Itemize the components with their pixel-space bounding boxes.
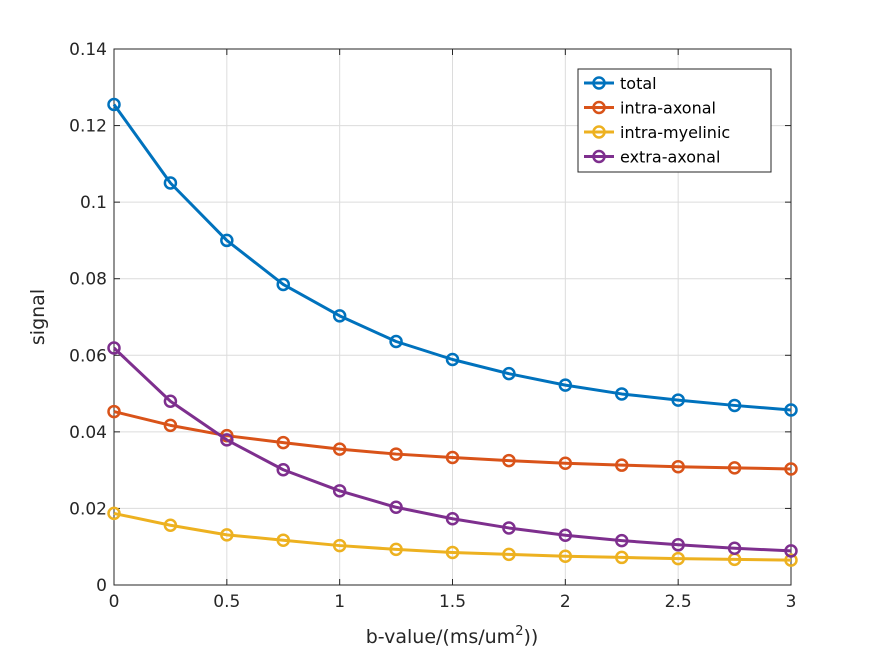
data-point-total bbox=[502, 366, 516, 381]
series-line-intra-myelinic bbox=[113, 511, 792, 562]
data-point-extra-axonal bbox=[502, 521, 516, 535]
y-tick-label: 0 bbox=[96, 576, 107, 596]
data-point-total bbox=[389, 334, 403, 349]
data-point-total bbox=[163, 176, 178, 190]
data-point-total bbox=[615, 387, 629, 401]
data-point-extra-axonal bbox=[389, 500, 403, 515]
data-point-total bbox=[276, 277, 290, 292]
data-point-intra-myelinic bbox=[332, 538, 347, 553]
series-intra-myelinic bbox=[107, 506, 798, 567]
data-point-intra-axonal bbox=[445, 450, 460, 465]
data-point-intra-axonal bbox=[784, 462, 798, 476]
series-line-intra-axonal bbox=[113, 410, 792, 471]
x-tick-label: 2.5 bbox=[665, 592, 692, 612]
data-point-extra-axonal bbox=[276, 463, 290, 477]
data-point-intra-axonal bbox=[727, 461, 742, 475]
data-point-total bbox=[332, 309, 347, 323]
data-point-intra-myelinic bbox=[107, 506, 121, 521]
legend-box bbox=[577, 68, 772, 173]
data-point-intra-axonal bbox=[671, 459, 685, 474]
legend: total intra-axonal intra-myelinic extra-axo… bbox=[577, 68, 772, 173]
data-point-extra-axonal bbox=[445, 512, 460, 526]
data-point-intra-axonal bbox=[502, 453, 516, 468]
x-tick-label: 1 bbox=[334, 592, 345, 612]
data-point-extra-axonal bbox=[163, 394, 178, 408]
data-point-total bbox=[727, 398, 742, 413]
legend-item-intra-myelinic: intra-myelinic bbox=[584, 123, 730, 142]
data-point-total bbox=[784, 403, 798, 417]
data-point-extra-axonal bbox=[558, 528, 573, 542]
series-total bbox=[107, 97, 798, 417]
data-point-extra-axonal bbox=[615, 533, 629, 548]
legend-swatch-marker bbox=[592, 76, 606, 90]
y-tick-label: 0.12 bbox=[69, 117, 107, 137]
data-point-total bbox=[220, 233, 234, 248]
x-tick-label: 0.5 bbox=[213, 592, 240, 612]
y-tick-label: 0.14 bbox=[69, 40, 107, 60]
legend-label: total bbox=[620, 74, 657, 93]
legend-label: intra-axonal bbox=[620, 99, 716, 118]
series-line-extra-axonal bbox=[112, 346, 792, 553]
x-tick-label: 1.5 bbox=[439, 592, 466, 612]
legend-swatch-marker bbox=[592, 100, 606, 115]
data-point-intra-myelinic bbox=[615, 550, 629, 565]
x-axis-label-main: b-value/(ms/um bbox=[366, 626, 515, 648]
legend-item-intra-axonal: intra-axonal bbox=[584, 99, 716, 118]
y-tick-label: 0.06 bbox=[69, 346, 107, 366]
x-axis-label: b-value/(ms/um2)) bbox=[366, 624, 539, 648]
x-axis-label-tail: )) bbox=[523, 626, 538, 648]
y-tick-label: 0.1 bbox=[80, 193, 107, 213]
data-point-intra-myelinic bbox=[671, 551, 685, 566]
series-line-total bbox=[112, 103, 792, 412]
data-point-intra-myelinic bbox=[276, 533, 290, 547]
data-point-extra-axonal bbox=[107, 341, 121, 355]
y-tick-label: 0.08 bbox=[69, 270, 107, 290]
data-point-total bbox=[671, 393, 685, 407]
data-point-intra-myelinic bbox=[445, 545, 460, 560]
series-group bbox=[107, 97, 798, 567]
legend-label: extra-axonal bbox=[620, 148, 720, 167]
data-point-intra-axonal bbox=[389, 447, 403, 461]
data-point-total bbox=[445, 352, 460, 367]
data-point-extra-axonal bbox=[671, 538, 685, 552]
y-tick-label: 0.04 bbox=[69, 423, 107, 443]
data-point-intra-myelinic bbox=[558, 549, 573, 564]
y-tick-label: 0.02 bbox=[69, 499, 107, 519]
x-tick-label: 0 bbox=[109, 592, 120, 612]
data-point-intra-axonal bbox=[163, 418, 178, 433]
data-point-intra-axonal bbox=[332, 442, 347, 456]
data-point-intra-myelinic bbox=[163, 518, 178, 533]
x-tick-label: 3 bbox=[786, 592, 797, 612]
y-axis-label: signal bbox=[27, 289, 49, 345]
series-intra-axonal bbox=[107, 404, 798, 476]
legend-item-extra-axonal: extra-axonal bbox=[584, 148, 720, 167]
x-axis-label-superscript: 2 bbox=[515, 624, 523, 639]
data-point-intra-axonal bbox=[558, 456, 573, 471]
data-point-total bbox=[107, 97, 121, 112]
data-point-extra-axonal bbox=[220, 433, 234, 447]
legend-swatch-marker bbox=[592, 125, 606, 139]
data-point-extra-axonal bbox=[727, 541, 742, 555]
data-point-intra-myelinic bbox=[220, 528, 234, 542]
data-point-extra-axonal bbox=[332, 484, 347, 498]
data-point-intra-myelinic bbox=[389, 542, 403, 557]
legend-label: intra-myelinic bbox=[620, 123, 730, 142]
data-point-extra-axonal bbox=[784, 544, 798, 558]
ticks: 0 0.5 1 1.5 2 2.5 3 0 0.02 0.04 0.06 0.08 0.1 0.12 0.1… bbox=[69, 40, 796, 612]
series-extra-axonal bbox=[107, 341, 798, 558]
data-point-intra-myelinic bbox=[784, 553, 798, 567]
legend-swatch-marker bbox=[592, 149, 606, 164]
data-point-intra-axonal bbox=[276, 435, 290, 450]
legend-item-total: total bbox=[584, 74, 657, 93]
data-point-intra-axonal bbox=[107, 404, 121, 419]
data-point-intra-axonal bbox=[615, 458, 629, 472]
x-tick-label: 2 bbox=[560, 592, 571, 612]
data-point-total bbox=[558, 378, 573, 392]
data-point-intra-myelinic bbox=[502, 547, 516, 562]
